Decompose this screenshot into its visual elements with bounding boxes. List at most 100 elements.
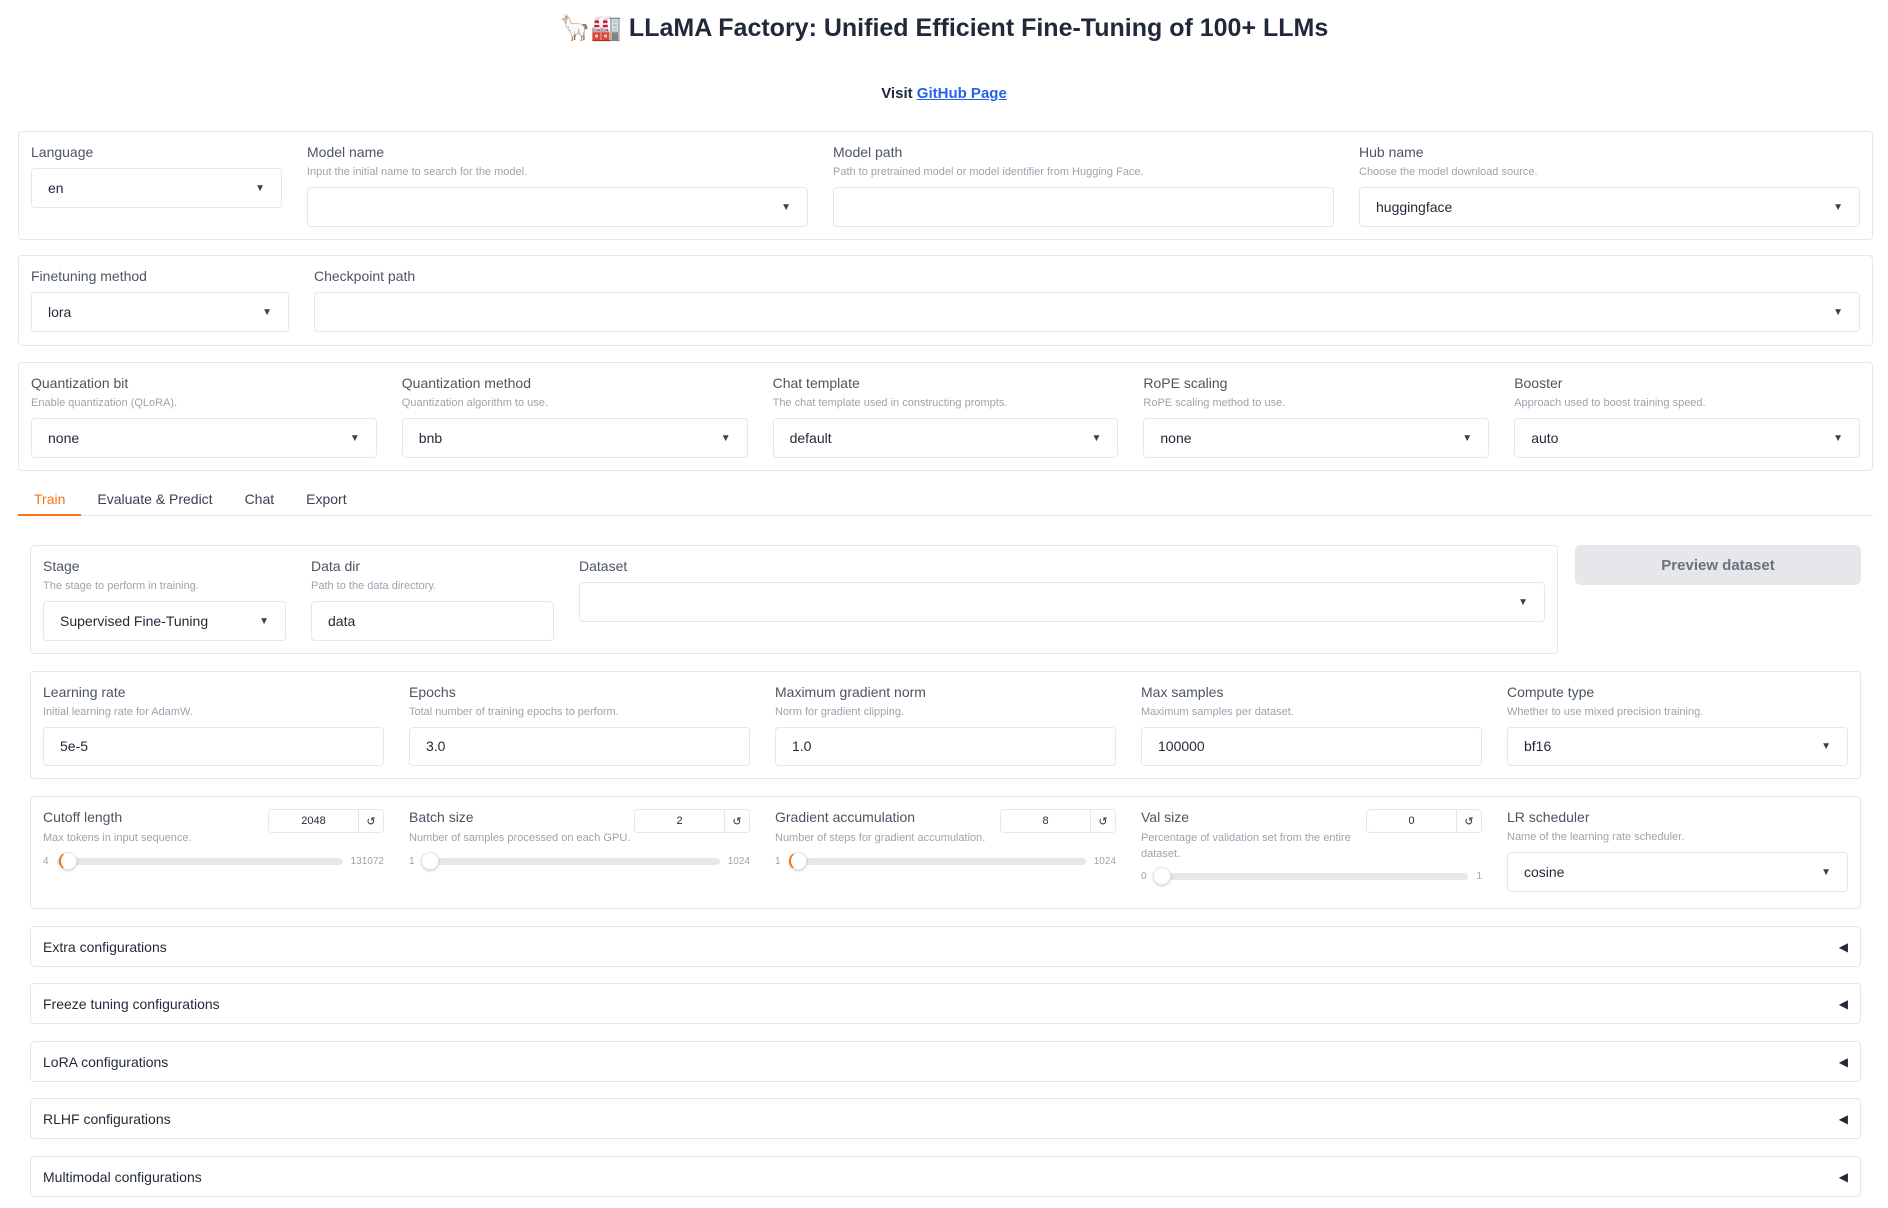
- slider-max: 1: [1476, 871, 1482, 882]
- accordion-extra[interactable]: Extra configurations ◀: [30, 926, 1861, 967]
- value: bf16: [1524, 738, 1552, 755]
- slider-thumb[interactable]: [788, 852, 807, 870]
- chat-template-dropdown[interactable]: default ▼: [772, 418, 1119, 458]
- learning-rate-field: Learning rate Initial learning rate for …: [43, 684, 384, 766]
- value: default: [789, 430, 832, 446]
- label: Checkpoint path: [314, 268, 416, 284]
- main-tabs: Train Evaluate & Predict Chat Export: [18, 487, 1873, 516]
- description: Total number of training epochs to perfo…: [409, 706, 619, 718]
- quantization-method-dropdown[interactable]: bnb ▼: [401, 418, 748, 458]
- label: Quantization method: [401, 375, 531, 391]
- description: Initial learning rate for AdamW.: [43, 706, 193, 718]
- model-name-dropdown[interactable]: ▼: [307, 187, 808, 227]
- slider-max: 1024: [1093, 856, 1116, 867]
- number-input[interactable]: 8: [1001, 810, 1091, 832]
- number-input[interactable]: 2: [635, 810, 725, 832]
- reset-icon[interactable]: ↺: [1098, 815, 1108, 828]
- tab-chat[interactable]: Chat: [244, 491, 275, 507]
- label: Val size: [1141, 809, 1189, 825]
- description: Path to the data directory.: [311, 580, 437, 592]
- data-dir-input[interactable]: data: [311, 601, 554, 641]
- triangle-left-icon: ◀: [1838, 939, 1848, 954]
- stage-dropdown[interactable]: Supervised Fine-Tuning ▼: [43, 601, 286, 641]
- label: Dataset: [579, 558, 628, 574]
- triangle-left-icon: ◀: [1838, 1054, 1848, 1069]
- slider-track[interactable]: [1152, 867, 1469, 885]
- number-input[interactable]: 0: [1367, 810, 1457, 832]
- label: Stage: [43, 558, 80, 574]
- label: Chat template: [772, 375, 860, 391]
- github-link[interactable]: GitHub Page: [916, 85, 1007, 102]
- tab-export[interactable]: Export: [306, 491, 347, 507]
- compute-type-dropdown[interactable]: bf16 ▼: [1507, 726, 1848, 766]
- max-grad-norm-input[interactable]: 1.0: [775, 726, 1116, 766]
- value: bnb: [418, 430, 443, 446]
- epochs-input[interactable]: 3.0: [409, 726, 750, 766]
- number-input[interactable]: 2048: [269, 810, 359, 832]
- description: Path to pretrained model or model identi…: [833, 166, 1144, 178]
- caret-down-icon: ▼: [1821, 740, 1831, 752]
- hub-name-dropdown[interactable]: huggingface ▼: [1359, 187, 1860, 227]
- rope-scaling-dropdown[interactable]: none ▼: [1143, 418, 1490, 458]
- dataset-dropdown[interactable]: ▼: [579, 582, 1545, 622]
- label: Cutoff length: [43, 809, 123, 825]
- tab-evaluate[interactable]: Evaluate & Predict: [97, 491, 213, 507]
- slider: 1 1024: [775, 852, 1116, 870]
- triangle-left-icon: ◀: [1838, 1169, 1848, 1184]
- chat-template-field: Chat template The chat template used in …: [772, 375, 1119, 458]
- label: Data dir: [311, 558, 361, 574]
- quantization-bit-dropdown[interactable]: none ▼: [31, 418, 377, 458]
- reset-icon[interactable]: ↺: [366, 815, 376, 828]
- triangle-left-icon: ◀: [1838, 996, 1848, 1011]
- accordion-freeze[interactable]: Freeze tuning configurations ◀: [30, 983, 1861, 1024]
- learning-rate-input[interactable]: 5e-5: [43, 726, 384, 766]
- accordion-label: RLHF configurations: [43, 1110, 171, 1127]
- language-dropdown[interactable]: en ▼: [31, 168, 282, 208]
- quantization-bit-field: Quantization bit Enable quantization (QL…: [31, 375, 377, 458]
- dataset-field: Dataset ▼: [579, 558, 1545, 641]
- description: Percentage of validation set from the en…: [1141, 832, 1351, 860]
- accordion-multimodal[interactable]: Multimodal configurations ◀: [30, 1156, 1861, 1197]
- slider-track[interactable]: [788, 852, 1086, 870]
- language-field: Language en ▼: [31, 144, 282, 227]
- label: Max samples: [1141, 684, 1224, 700]
- visit-line: Visit GitHub Page: [0, 85, 1888, 102]
- model-path-field: Model path Path to pretrained model or m…: [833, 144, 1334, 227]
- slider: 4 131072: [43, 852, 384, 870]
- description: Number of samples processed on each GPU.: [409, 832, 631, 844]
- checkpoint-path-dropdown[interactable]: ▼: [314, 292, 1860, 332]
- slider-thumb[interactable]: [59, 852, 78, 870]
- description: Enable quantization (QLoRA).: [31, 397, 178, 409]
- description: Max tokens in input sequence.: [43, 832, 192, 844]
- description: Maximum samples per dataset.: [1141, 706, 1294, 718]
- hub-name-field: Hub name Choose the model download sourc…: [1359, 144, 1860, 227]
- val-size-field: Val size Percentage of validation set fr…: [1141, 809, 1482, 896]
- accordion-lora[interactable]: LoRA configurations ◀: [30, 1041, 1861, 1082]
- lr-scheduler-dropdown[interactable]: cosine ▼: [1507, 852, 1848, 892]
- slider-thumb[interactable]: [420, 852, 439, 870]
- cutoff-length-field: Cutoff length Max tokens in input sequen…: [43, 809, 384, 896]
- caret-down-icon: ▼: [781, 201, 791, 213]
- label: Epochs: [409, 684, 456, 700]
- slider-track[interactable]: [56, 852, 343, 870]
- slider-min: 4: [43, 856, 49, 867]
- caret-down-icon: ▼: [1462, 432, 1473, 444]
- description: Input the initial name to search for the…: [307, 166, 528, 178]
- accordion-label: Multimodal configurations: [43, 1168, 202, 1185]
- reset-icon[interactable]: ↺: [1464, 815, 1474, 828]
- reset-icon[interactable]: ↺: [732, 815, 742, 828]
- finetuning-method-dropdown[interactable]: lora ▼: [31, 292, 289, 332]
- slider-track[interactable]: [420, 852, 720, 870]
- accordion-rlhf[interactable]: RLHF configurations ◀: [30, 1098, 1861, 1139]
- max-samples-input[interactable]: 100000: [1141, 726, 1482, 766]
- slider-thumb[interactable]: [1152, 867, 1171, 885]
- preview-dataset-button[interactable]: Preview dataset: [1575, 545, 1861, 585]
- label: Finetuning method: [31, 268, 147, 284]
- booster-dropdown[interactable]: auto ▼: [1514, 418, 1860, 458]
- description: Approach used to boost training speed.: [1514, 397, 1706, 409]
- slider-min: 1: [775, 856, 781, 867]
- model-path-input[interactable]: [833, 187, 1334, 227]
- rope-scaling-field: RoPE scaling RoPE scaling method to use.…: [1143, 375, 1490, 458]
- label: Language: [31, 144, 94, 160]
- tab-train[interactable]: Train: [18, 487, 82, 516]
